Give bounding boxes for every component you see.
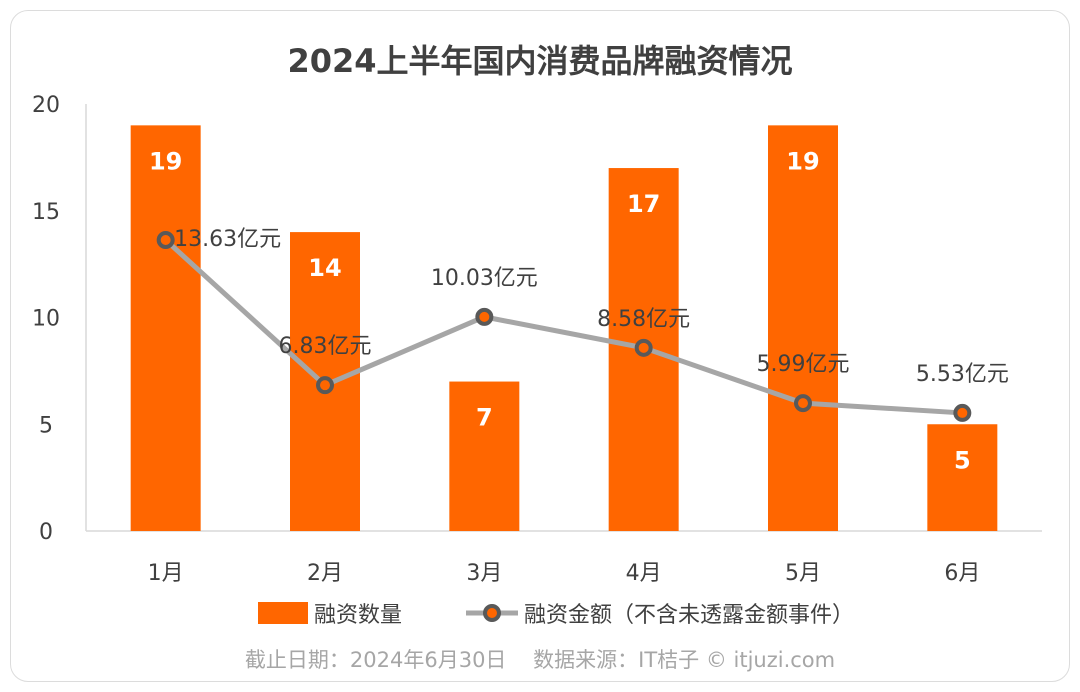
line-point	[634, 338, 653, 357]
line-value-label: 13.63亿元	[174, 227, 281, 252]
line-point	[156, 230, 175, 249]
legend-label-bar: 融资数量	[314, 603, 402, 628]
bar	[130, 125, 201, 531]
line-point	[316, 376, 334, 395]
bar-value-label: 14	[308, 254, 341, 282]
x-tick-label: 1月	[148, 561, 184, 586]
y-tick-label: 0	[39, 520, 53, 545]
line-value-label: 6.83亿元	[279, 334, 372, 359]
y-tick-label: 5	[39, 413, 53, 438]
bar-value-label: 7	[476, 404, 493, 432]
x-tick-label: 3月	[466, 561, 502, 586]
x-tick-label: 6月	[944, 561, 980, 586]
bar-value-label: 5	[954, 446, 971, 474]
footer-source: 数据来源：IT桔子 © itjuzi.com	[533, 648, 836, 672]
y-tick-label: 10	[32, 307, 60, 332]
line-value-label: 10.03亿元	[431, 266, 538, 291]
line-value-label: 5.53亿元	[916, 362, 1009, 387]
y-tick-label: 15	[32, 200, 60, 225]
bar	[449, 381, 520, 531]
line-series	[163, 238, 963, 416]
bar-value-label: 19	[786, 147, 819, 175]
x-tick-label: 4月	[626, 561, 662, 586]
line-value-label: 5.99亿元	[757, 352, 850, 377]
x-tick-label: 5月	[785, 561, 821, 586]
legend-swatch-marker	[483, 604, 501, 622]
x-tick-label: 2月	[307, 561, 343, 586]
legend-label-line: 融资金额（不含未透露金额事件）	[524, 603, 854, 628]
y-tick-label: 20	[32, 93, 60, 118]
footer: 截止日期：2024年6月30日 数据来源：IT桔子 © itjuzi.com	[0, 644, 1080, 674]
chart-title: 2024上半年国内消费品牌融资情况	[287, 42, 793, 80]
line-point	[475, 307, 494, 326]
legend-swatch-bar	[258, 602, 308, 624]
bar-value-label: 17	[627, 190, 660, 218]
footer-date: 截止日期：2024年6月30日	[244, 648, 507, 672]
bar	[927, 424, 998, 531]
line-value-label: 8.58亿元	[597, 307, 690, 332]
line-point	[953, 403, 972, 422]
bar-value-label: 19	[149, 147, 182, 175]
line-point	[794, 394, 812, 413]
bar	[768, 125, 838, 531]
